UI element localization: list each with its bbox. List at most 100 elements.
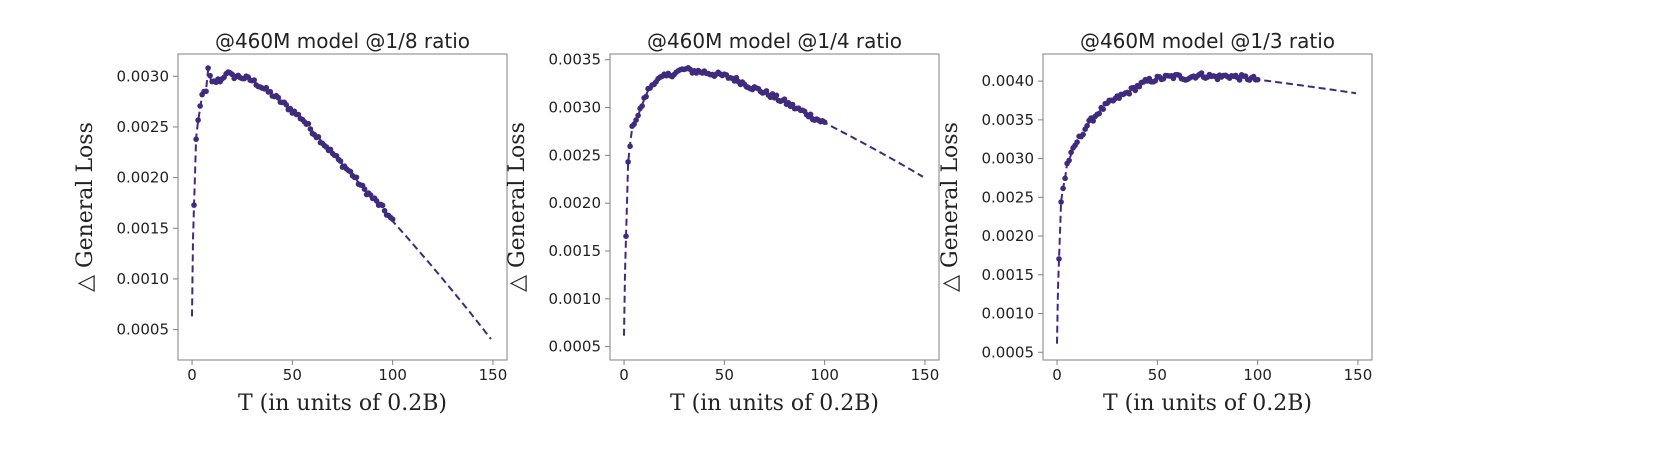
y-axis-label: △ General Loss — [938, 122, 963, 292]
y-tick-label: 0.0005 — [549, 338, 602, 356]
fit-curve — [623, 68, 924, 336]
scatter-point — [1132, 87, 1139, 94]
scatter-point — [251, 77, 257, 83]
y-tick-label: 0.0020 — [117, 169, 170, 187]
y-tick-label: 0.0035 — [982, 111, 1035, 129]
scatter-point — [191, 202, 197, 208]
scatter-point — [635, 112, 641, 119]
plot-frame — [609, 53, 940, 361]
plot-frame — [177, 53, 508, 361]
y-tick-label: 0.0010 — [549, 290, 602, 308]
x-tick-label: 50 — [1148, 366, 1167, 384]
y-tick-label: 0.0035 — [549, 51, 602, 69]
scatter-point — [1126, 91, 1133, 97]
fit-curve — [1056, 73, 1357, 344]
scatter-point — [1090, 118, 1096, 124]
scatter-point — [781, 96, 788, 102]
scatter-point — [623, 233, 629, 239]
y-tick-label: 0.0015 — [549, 242, 602, 260]
scatter-point — [625, 159, 631, 165]
scatter-point — [305, 120, 312, 127]
x-tick-label: 100 — [378, 366, 407, 384]
y-tick-label: 0.0025 — [982, 188, 1035, 206]
x-tick-label: 0 — [619, 366, 629, 384]
scatter-point — [379, 202, 386, 209]
subplot-1-eighth-ratio: @460M model @1/8 ratio T (in units of 0.2… — [73, 29, 508, 416]
scatter-point — [267, 88, 274, 95]
scatter-point — [643, 93, 649, 100]
x-axis-label: T (in units of 0.2B) — [1103, 391, 1312, 416]
y-tick-label: 0.0020 — [549, 194, 602, 212]
fit-curve — [191, 69, 492, 340]
scatter-point — [1152, 78, 1159, 84]
scatter-point — [315, 134, 322, 140]
y-tick-label: 0.0030 — [549, 99, 602, 117]
y-tick-label: 0.0010 — [982, 305, 1035, 323]
scatter-point — [193, 136, 199, 142]
scatter-point — [207, 72, 213, 79]
y-tick-label: 0.0030 — [982, 150, 1035, 168]
subplot-1-quarter-ratio: @460M model @1/4 ratio T (in units of 0.2… — [505, 29, 940, 416]
x-tick-label: 100 — [810, 366, 839, 384]
scatter-point — [1236, 77, 1243, 83]
y-tick-label: 0.0015 — [982, 266, 1035, 284]
scatter-point — [1100, 106, 1106, 112]
scatter-point — [763, 88, 770, 94]
scatter-point — [283, 102, 290, 108]
chart-title: @460M model @1/4 ratio — [647, 29, 902, 53]
scatter-point — [1084, 123, 1090, 129]
y-tick-label: 0.0025 — [117, 118, 170, 136]
scatter-point — [1058, 199, 1064, 205]
x-tick-label: 0 — [187, 366, 197, 384]
x-tick-label: 0 — [1052, 366, 1062, 384]
scatter-point — [627, 143, 633, 149]
y-tick-label: 0.0015 — [117, 219, 170, 237]
scatter-point — [381, 207, 388, 214]
scatter-point — [195, 117, 201, 123]
x-axis-label: T (in units of 0.2B) — [238, 391, 447, 416]
x-tick-label: 150 — [1344, 366, 1373, 384]
chart-title: @460M model @1/3 ratio — [1080, 29, 1335, 53]
y-tick-label: 0.0025 — [549, 146, 602, 164]
y-tick-label: 0.0010 — [117, 270, 170, 288]
y-axis-label: △ General Loss — [505, 122, 530, 292]
y-tick-label: 0.0040 — [982, 72, 1035, 90]
scatter-point — [389, 216, 396, 222]
scatter-point — [287, 105, 294, 112]
y-tick-label: 0.0030 — [117, 67, 170, 85]
scatter-point — [1066, 157, 1072, 164]
scatter-point — [361, 186, 368, 192]
y-tick-label: 0.0005 — [117, 321, 170, 339]
scatter-point — [205, 65, 211, 71]
y-tick-label: 0.0005 — [982, 343, 1035, 361]
scatter-point — [821, 119, 828, 125]
chart-title: @460M model @1/8 ratio — [215, 29, 470, 53]
scatter-point — [263, 84, 270, 91]
plot-frame — [1042, 53, 1373, 361]
x-tick-label: 50 — [715, 366, 734, 384]
scatter-point — [373, 198, 380, 204]
x-tick-label: 50 — [283, 366, 302, 384]
scatter-point — [807, 111, 814, 118]
scatter-point — [633, 117, 639, 123]
scatter-point — [353, 174, 360, 181]
y-tick-label: 0.0020 — [982, 227, 1035, 245]
y-axis-label: △ General Loss — [73, 122, 98, 292]
subplot-1-third-ratio: @460M model @1/3 ratio T (in units of 0.2… — [938, 29, 1373, 416]
scatter-point — [197, 103, 203, 109]
scatter-point — [1080, 131, 1086, 138]
scatter-point — [1254, 76, 1261, 83]
x-tick-label: 100 — [1243, 366, 1272, 384]
scatter-point — [337, 158, 344, 164]
scatter-point — [203, 88, 209, 95]
scatter-point — [1068, 149, 1074, 156]
scatter-point — [307, 126, 314, 132]
x-tick-label: 150 — [479, 366, 508, 384]
scatter-point — [639, 103, 645, 109]
scatter-point — [1056, 256, 1062, 262]
scatter-point — [1062, 175, 1068, 182]
scatter-point — [1096, 110, 1102, 117]
x-tick-label: 150 — [911, 366, 940, 384]
scatter-point — [773, 92, 780, 99]
